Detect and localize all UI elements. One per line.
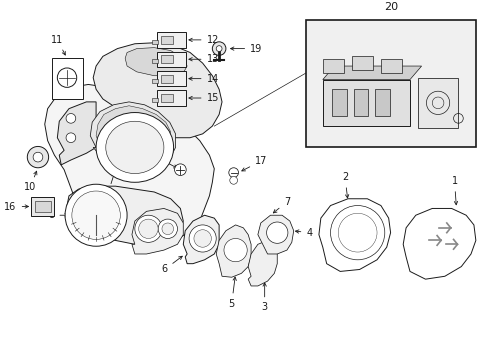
Circle shape	[162, 223, 173, 235]
Circle shape	[27, 147, 48, 168]
Text: 4: 4	[295, 228, 312, 238]
Bar	[322, 59, 344, 73]
Circle shape	[216, 46, 222, 51]
Polygon shape	[318, 199, 390, 271]
Circle shape	[72, 191, 120, 239]
Circle shape	[66, 113, 76, 123]
Polygon shape	[248, 240, 277, 286]
Bar	[351, 57, 372, 70]
Text: 15: 15	[188, 93, 219, 103]
Bar	[380, 59, 402, 73]
Text: 8: 8	[48, 210, 68, 220]
Polygon shape	[183, 215, 219, 264]
Ellipse shape	[96, 113, 173, 182]
Bar	[322, 80, 409, 126]
Bar	[161, 36, 172, 44]
Circle shape	[174, 164, 186, 176]
Polygon shape	[216, 225, 250, 277]
Bar	[161, 75, 172, 82]
Circle shape	[224, 238, 247, 262]
Ellipse shape	[105, 121, 163, 174]
Polygon shape	[67, 186, 183, 244]
Bar	[417, 78, 457, 128]
Polygon shape	[322, 66, 421, 80]
Circle shape	[212, 42, 225, 55]
Text: 5: 5	[228, 277, 236, 309]
Bar	[152, 40, 158, 44]
Text: 2: 2	[341, 172, 348, 198]
Bar	[305, 19, 475, 147]
Text: 20: 20	[383, 2, 397, 12]
Circle shape	[229, 176, 237, 184]
Polygon shape	[125, 48, 187, 76]
Bar	[152, 59, 158, 63]
Polygon shape	[45, 85, 214, 244]
Text: 1: 1	[450, 176, 457, 205]
Bar	[332, 89, 346, 116]
Circle shape	[228, 168, 238, 177]
Bar	[35, 201, 50, 212]
Text: 17: 17	[241, 156, 267, 171]
Bar	[161, 94, 172, 102]
Text: 3: 3	[261, 283, 267, 312]
Text: 14: 14	[188, 74, 218, 84]
Text: 13: 13	[188, 54, 218, 64]
Text: 18: 18	[141, 147, 177, 168]
Polygon shape	[96, 106, 170, 169]
Polygon shape	[93, 43, 222, 138]
FancyBboxPatch shape	[157, 32, 186, 48]
Circle shape	[33, 152, 43, 162]
Bar	[353, 89, 367, 116]
Text: 12: 12	[188, 35, 219, 45]
FancyBboxPatch shape	[157, 71, 186, 86]
Text: 19: 19	[230, 44, 262, 54]
Bar	[51, 58, 82, 99]
Text: 11: 11	[51, 35, 65, 55]
Bar	[152, 78, 158, 82]
Polygon shape	[57, 102, 96, 165]
Text: 16: 16	[4, 202, 28, 212]
Bar	[152, 98, 158, 102]
Circle shape	[266, 222, 287, 243]
FancyBboxPatch shape	[157, 51, 186, 67]
Bar	[161, 55, 172, 63]
Circle shape	[194, 230, 211, 247]
Circle shape	[65, 184, 127, 246]
Text: 6: 6	[162, 256, 182, 274]
Circle shape	[139, 219, 158, 238]
Circle shape	[66, 133, 76, 143]
Polygon shape	[403, 208, 475, 279]
Circle shape	[158, 219, 177, 238]
Bar	[374, 89, 389, 116]
Text: 10: 10	[24, 171, 37, 192]
Circle shape	[135, 215, 162, 242]
Polygon shape	[90, 102, 175, 171]
FancyBboxPatch shape	[31, 197, 54, 216]
Polygon shape	[257, 215, 293, 254]
FancyBboxPatch shape	[157, 90, 186, 106]
Text: 7: 7	[273, 197, 290, 213]
Polygon shape	[132, 208, 183, 254]
Text: 9: 9	[104, 173, 115, 199]
Circle shape	[189, 225, 216, 252]
